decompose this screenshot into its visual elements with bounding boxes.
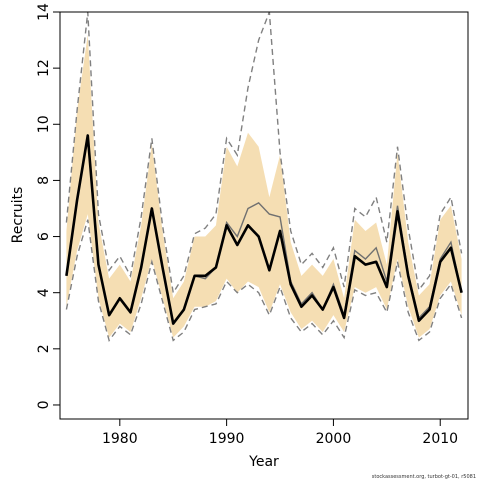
plot-frame	[59, 11, 469, 420]
x-tick-label: 1980	[102, 431, 138, 447]
y-tick-label: 12	[36, 59, 52, 77]
x-tick-label: 1990	[209, 431, 245, 447]
y-tick-label: 2	[36, 344, 52, 353]
plot-area	[65, 11, 463, 342]
previous-band-lower-line	[65, 219, 463, 342]
y-tick-label: 4	[36, 288, 52, 297]
x-axis: 1980 1990 2000 2010	[102, 419, 458, 447]
x-axis-title: Year	[248, 454, 279, 470]
y-axis: 0 2 4 6 8 10 12 14	[36, 3, 60, 409]
x-tick-label: 2010	[422, 431, 458, 447]
y-tick-label: 8	[36, 176, 52, 185]
previous-band-upper-line	[65, 11, 463, 295]
credit-text: stockassessment.org, turbot-gt-01, r5081	[372, 474, 476, 480]
y-tick-label: 0	[36, 401, 52, 410]
y-tick-label: 14	[36, 3, 52, 21]
x-tick-label: 2000	[316, 431, 352, 447]
y-tick-label: 10	[36, 115, 52, 133]
estimate-line	[65, 134, 463, 325]
y-axis-title: Recruits	[10, 187, 26, 244]
y-tick-label: 6	[36, 232, 52, 241]
